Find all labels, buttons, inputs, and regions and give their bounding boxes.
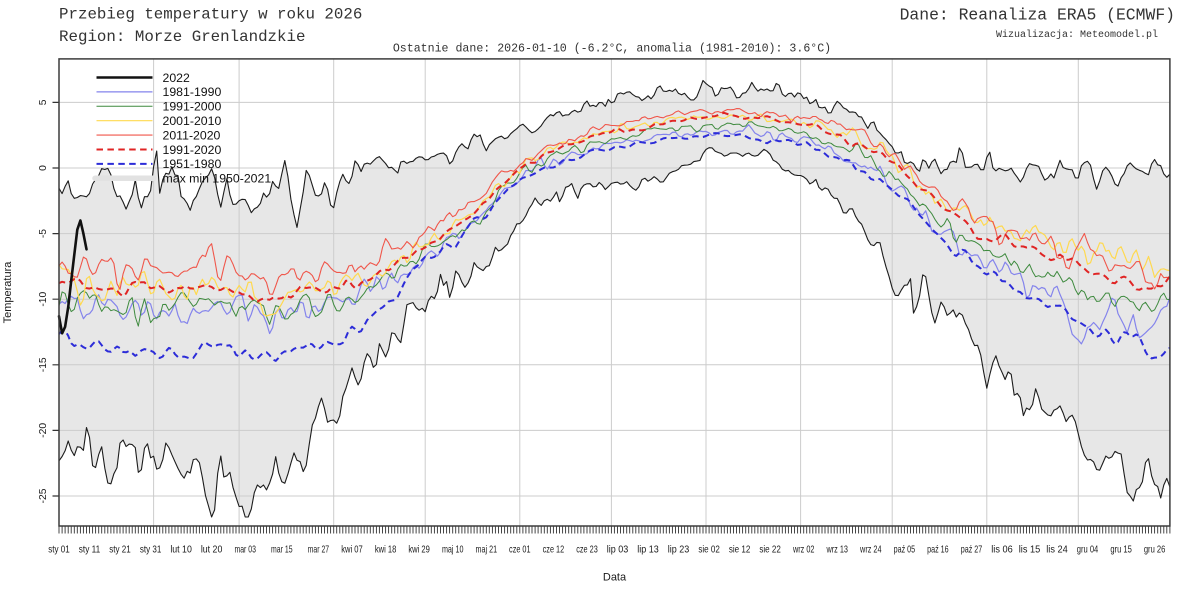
svg-text:lut 20: lut 20 xyxy=(201,545,223,556)
svg-text:1991-2000: 1991-2000 xyxy=(163,100,222,114)
svg-text:wrz 13: wrz 13 xyxy=(826,545,848,556)
svg-text:sie 22: sie 22 xyxy=(759,545,781,556)
svg-text:-15: -15 xyxy=(38,357,49,372)
svg-text:sty 31: sty 31 xyxy=(140,545,162,556)
svg-text:sty 21: sty 21 xyxy=(109,545,131,556)
svg-text:lip 03: lip 03 xyxy=(607,545,629,556)
svg-text:-5: -5 xyxy=(38,229,49,238)
svg-text:gru 15: gru 15 xyxy=(1110,545,1132,556)
svg-text:5: 5 xyxy=(38,99,49,105)
svg-text:-10: -10 xyxy=(38,291,49,306)
svg-text:kwi 07: kwi 07 xyxy=(341,545,363,556)
svg-text:Data: Data xyxy=(603,572,627,584)
svg-text:wrz 24: wrz 24 xyxy=(859,545,881,556)
svg-text:1951-1980: 1951-1980 xyxy=(163,157,222,171)
svg-text:lip 13: lip 13 xyxy=(637,545,659,556)
svg-text:lut 10: lut 10 xyxy=(170,545,192,556)
svg-text:-25: -25 xyxy=(38,488,49,503)
svg-text:mar 03: mar 03 xyxy=(234,545,256,556)
svg-text:0: 0 xyxy=(38,165,49,171)
svg-text:cze 01: cze 01 xyxy=(509,545,531,556)
svg-text:lis 24: lis 24 xyxy=(1046,545,1068,556)
svg-text:sty 01: sty 01 xyxy=(48,545,70,556)
svg-text:sty 11: sty 11 xyxy=(79,545,101,556)
svg-text:maj 21: maj 21 xyxy=(476,545,498,556)
svg-text:sie 12: sie 12 xyxy=(729,545,751,556)
svg-text:maj 10: maj 10 xyxy=(442,545,464,556)
svg-text:mar 27: mar 27 xyxy=(308,545,330,556)
svg-text:mar 15: mar 15 xyxy=(271,545,293,556)
svg-text:-20: -20 xyxy=(38,423,49,438)
svg-text:cze 12: cze 12 xyxy=(543,545,565,556)
svg-text:Dane: Reanaliza ERA5 (ECMWF): Dane: Reanaliza ERA5 (ECMWF) xyxy=(900,5,1175,24)
svg-text:cze 23: cze 23 xyxy=(576,545,598,556)
svg-text:lis 15: lis 15 xyxy=(1019,545,1041,556)
svg-text:2001-2010: 2001-2010 xyxy=(163,114,222,128)
svg-text:Temperatura: Temperatura xyxy=(2,261,14,324)
svg-text:Region: Morze Grenlandzkie: Region: Morze Grenlandzkie xyxy=(59,28,305,46)
svg-text:lip 23: lip 23 xyxy=(668,545,690,556)
svg-text:gru 26: gru 26 xyxy=(1144,545,1166,556)
svg-text:paź 27: paź 27 xyxy=(961,545,983,556)
svg-text:2011-2020: 2011-2020 xyxy=(163,128,221,142)
svg-text:Wizualizacja: Meteomodel.pl: Wizualizacja: Meteomodel.pl xyxy=(996,29,1158,41)
svg-text:2022: 2022 xyxy=(163,71,191,85)
svg-text:1981-1990: 1981-1990 xyxy=(163,85,222,99)
svg-text:wrz 02: wrz 02 xyxy=(792,545,814,556)
svg-text:paź 05: paź 05 xyxy=(894,545,916,556)
svg-text:paź 16: paź 16 xyxy=(927,545,949,556)
svg-text:sie 02: sie 02 xyxy=(698,545,720,556)
svg-text:max min 1950-2021: max min 1950-2021 xyxy=(163,172,272,186)
svg-text:kwi 18: kwi 18 xyxy=(375,545,397,556)
svg-text:kwi 29: kwi 29 xyxy=(408,545,430,556)
svg-text:lis 06: lis 06 xyxy=(991,545,1013,556)
svg-text:gru 04: gru 04 xyxy=(1077,545,1099,556)
svg-text:1991-2020: 1991-2020 xyxy=(163,143,222,157)
svg-text:Ostatnie dane: 2026-01-10 (-6.: Ostatnie dane: 2026-01-10 (-6.2°C, anoma… xyxy=(393,43,831,56)
svg-text:Przebieg temperatury w roku 20: Przebieg temperatury w roku 2026 xyxy=(59,6,362,24)
